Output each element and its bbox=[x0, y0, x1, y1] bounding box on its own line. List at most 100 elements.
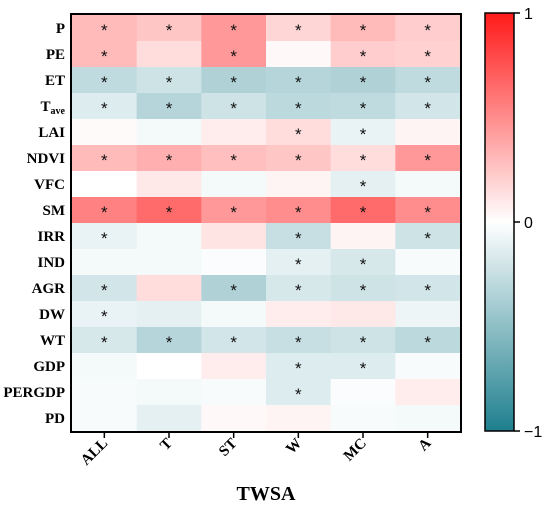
heatmap-cell bbox=[72, 249, 138, 276]
row-label: P bbox=[56, 21, 65, 37]
significance-star: * bbox=[295, 99, 302, 118]
heatmap-cell bbox=[395, 353, 461, 380]
heatmap-cell bbox=[201, 171, 267, 198]
significance-star: * bbox=[166, 151, 173, 170]
row-label: GDP bbox=[33, 359, 65, 375]
heatmap-cell bbox=[136, 353, 202, 380]
heatmap-cell bbox=[72, 197, 138, 224]
significance-star: * bbox=[424, 203, 431, 222]
significance-markers: * * * * * * * * * * * * * * * * * * * * * * * * * * * * * * * * * * * * * * * *… bbox=[101, 21, 431, 404]
column-label: T bbox=[157, 436, 175, 454]
heatmap-cell bbox=[330, 145, 396, 172]
heatmap-cell bbox=[136, 405, 202, 432]
colorbar bbox=[484, 12, 515, 432]
colorbar-tick-label: 0 bbox=[524, 215, 533, 232]
heatmap-cell bbox=[266, 301, 332, 328]
row-label: Tave bbox=[41, 99, 66, 117]
row-label: ET bbox=[45, 73, 65, 89]
significance-star: * bbox=[295, 255, 302, 274]
heatmap-cell bbox=[266, 145, 332, 172]
column-labels: ALL T ST W MC A bbox=[78, 432, 435, 469]
significance-star: * bbox=[360, 203, 367, 222]
heatmap-cell bbox=[201, 41, 267, 68]
heatmap-cell bbox=[72, 405, 138, 432]
heatmap-cell bbox=[72, 171, 138, 198]
heatmap-cells bbox=[72, 15, 461, 432]
heatmap-cell bbox=[395, 197, 461, 224]
significance-star: * bbox=[101, 73, 108, 92]
colorbar-ticks: 1 0 −1 bbox=[514, 6, 542, 441]
heatmap-cell bbox=[136, 327, 202, 354]
heatmap-cell bbox=[201, 197, 267, 224]
heatmap-cell bbox=[201, 405, 267, 432]
heatmap-cell bbox=[201, 379, 267, 406]
significance-star: * bbox=[101, 151, 108, 170]
significance-star: * bbox=[295, 151, 302, 170]
heatmap-cell bbox=[201, 223, 267, 250]
heatmap-cell bbox=[266, 41, 332, 68]
heatmap-cell bbox=[395, 301, 461, 328]
heatmap-cell bbox=[395, 145, 461, 172]
significance-star: * bbox=[166, 99, 173, 118]
column-label: A bbox=[416, 435, 435, 454]
heatmap-cell bbox=[72, 353, 138, 380]
heatmap-cell bbox=[136, 275, 202, 302]
heatmap-cell bbox=[266, 275, 332, 302]
heatmap-cell bbox=[330, 405, 396, 432]
heatmap-cell bbox=[136, 15, 202, 42]
heatmap-cell bbox=[136, 301, 202, 328]
significance-star: * bbox=[295, 359, 302, 378]
x-axis-title: TWSA bbox=[237, 483, 296, 505]
significance-star: * bbox=[295, 203, 302, 222]
significance-star: * bbox=[360, 47, 367, 66]
heatmap-cell bbox=[395, 405, 461, 432]
heatmap-cell bbox=[330, 93, 396, 120]
significance-star: * bbox=[101, 307, 108, 326]
heatmap-cell bbox=[395, 41, 461, 68]
heatmap-cell bbox=[201, 301, 267, 328]
heatmap-cell bbox=[266, 327, 332, 354]
significance-star: * bbox=[101, 47, 108, 66]
row-label: DW bbox=[39, 307, 65, 323]
heatmap-cell bbox=[266, 379, 332, 406]
heatmap-cell bbox=[136, 93, 202, 120]
heatmap-cell bbox=[330, 223, 396, 250]
heatmap-cell bbox=[266, 353, 332, 380]
significance-star: * bbox=[101, 229, 108, 248]
heatmap-cell bbox=[72, 67, 138, 94]
heatmap-cell bbox=[72, 327, 138, 354]
heatmap-cell bbox=[72, 41, 138, 68]
heatmap-cell bbox=[395, 67, 461, 94]
heatmap-cell bbox=[266, 405, 332, 432]
heatmap-cell bbox=[395, 223, 461, 250]
heatmap-cell bbox=[201, 15, 267, 42]
heatmap-cell bbox=[72, 223, 138, 250]
row-label: AGR bbox=[32, 281, 66, 297]
significance-star: * bbox=[230, 203, 237, 222]
significance-star: * bbox=[360, 281, 367, 300]
significance-star: * bbox=[230, 99, 237, 118]
significance-star: * bbox=[230, 281, 237, 300]
heatmap-cell bbox=[330, 67, 396, 94]
significance-star: * bbox=[360, 99, 367, 118]
heatmap-cell bbox=[395, 171, 461, 198]
heatmap-cell bbox=[201, 145, 267, 172]
colorbar-tick-label: −1 bbox=[524, 424, 542, 441]
row-label: PD bbox=[45, 411, 65, 427]
significance-star: * bbox=[424, 333, 431, 352]
heatmap-cell bbox=[201, 119, 267, 146]
heatmap-cell bbox=[266, 249, 332, 276]
significance-star: * bbox=[424, 229, 431, 248]
heatmap-cell bbox=[266, 15, 332, 42]
significance-star: * bbox=[166, 21, 173, 40]
column-label: ST bbox=[216, 436, 240, 460]
significance-star: * bbox=[424, 73, 431, 92]
significance-star: * bbox=[230, 73, 237, 92]
significance-star: * bbox=[424, 281, 431, 300]
heatmap-cell bbox=[266, 119, 332, 146]
heatmap-cell bbox=[72, 145, 138, 172]
heatmap-cell bbox=[72, 379, 138, 406]
significance-star: * bbox=[360, 177, 367, 196]
significance-star: * bbox=[230, 21, 237, 40]
row-label: IND bbox=[37, 255, 65, 271]
